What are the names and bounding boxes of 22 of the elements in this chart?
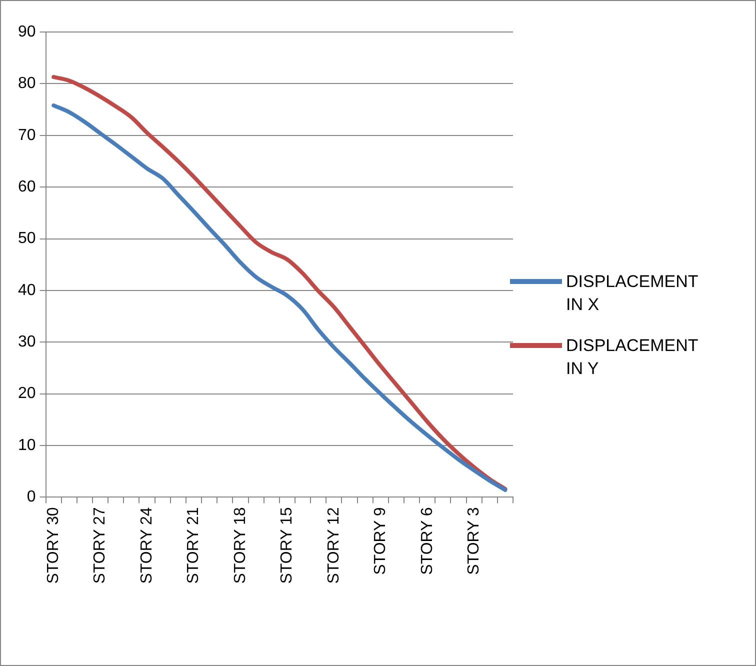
x-tick-label: STORY 6 [418,507,436,575]
y-tick-label: 20 [18,385,36,402]
x-tick-label: STORY 3 [465,507,482,575]
x-tick-label: STORY 9 [372,507,390,575]
y-tick-label: 60 [18,178,36,196]
y-tick-label: 90 [18,23,36,40]
x-tick-label: STORY 30 [44,507,62,584]
y-tick-label: 50 [18,230,36,248]
y-tick-label: 10 [18,436,36,454]
legend-label: DISPLACEMENT IN X [566,271,699,316]
legend-label: DISPLACEMENT IN Y [566,335,699,380]
y-tick-label: 0 [26,488,36,506]
y-tick-label: 30 [18,334,36,351]
x-tick-label: STORY 24 [138,507,156,584]
y-tick-label: 70 [18,126,36,144]
x-tick-label: STORY 12 [325,507,342,584]
x-tick-label: STORY 27 [92,507,109,584]
y-tick-label: 40 [18,282,36,299]
x-tick-label: STORY 18 [232,507,249,584]
x-tick-label: STORY 21 [185,507,202,584]
y-tick-label: 80 [18,75,36,92]
x-tick-label: STORY 15 [278,507,296,584]
